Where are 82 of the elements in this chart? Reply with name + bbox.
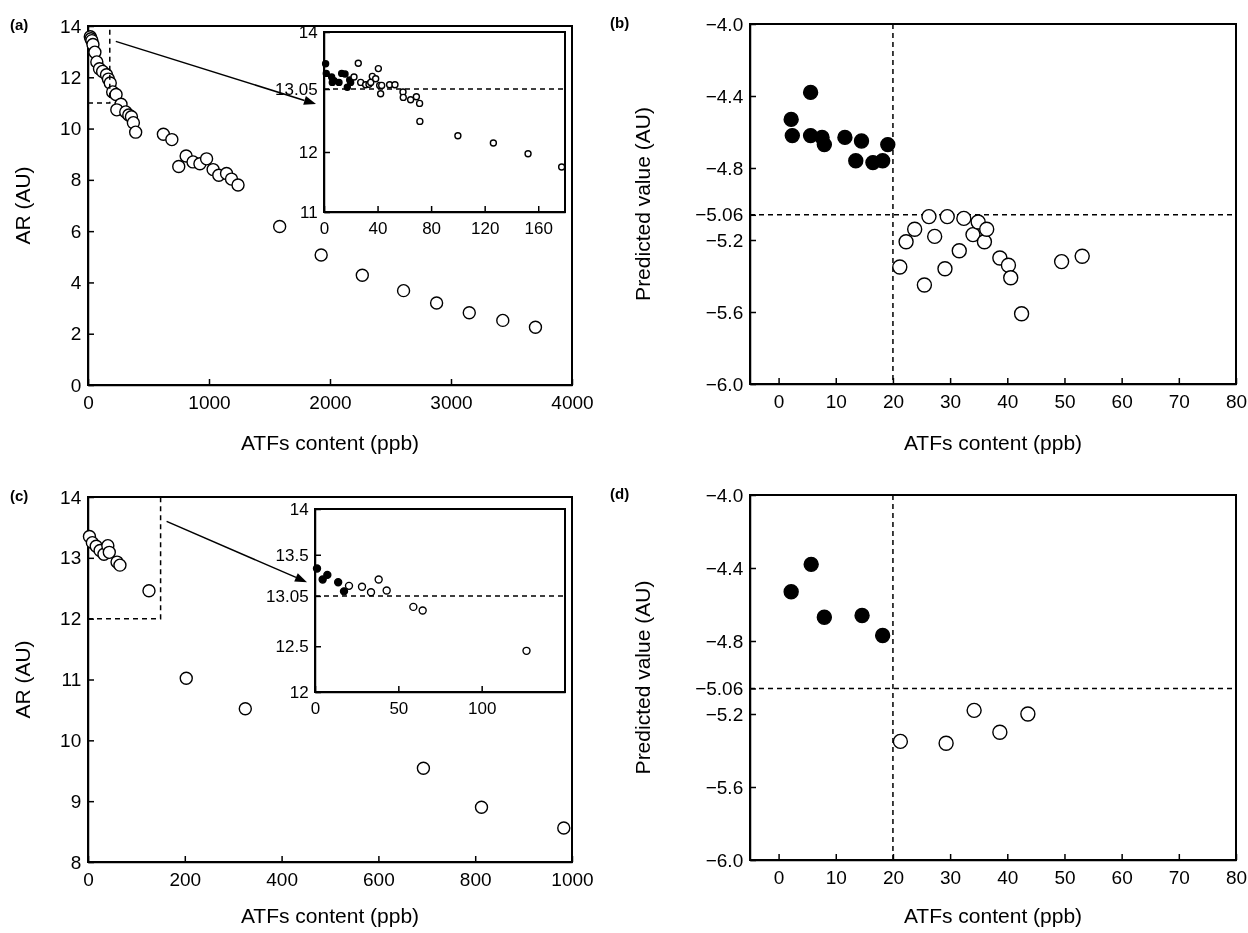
x-axis-title: ATFs content (ppb): [903, 904, 1083, 927]
x-tick-label: 0: [773, 866, 785, 888]
x-tick-label: 50: [1054, 390, 1076, 412]
y-axis-title: Predicted value (AU): [631, 580, 654, 775]
x-tick-label: 800: [459, 868, 492, 890]
y-tick-label: −5.6: [705, 776, 744, 798]
y-tick-label: 0: [70, 374, 82, 396]
x-tick-label: 40: [997, 390, 1019, 412]
y-tick-label: 13.5: [275, 545, 309, 565]
y-tick-label: 13.05: [266, 586, 309, 606]
text: (d): [610, 485, 630, 502]
x-tick-label: 100: [467, 698, 497, 718]
y-tick-label: −4.4: [705, 557, 744, 579]
x-tick-label: 30: [940, 866, 962, 888]
y-tick-label: 12: [289, 682, 309, 702]
y-tick-label: 12.5: [275, 637, 309, 657]
x-tick-label: 80: [1225, 390, 1248, 412]
y-tick-label: −6.0: [705, 849, 744, 871]
y-tick-label: 10: [60, 729, 82, 751]
x-tick-label: 1000: [551, 868, 594, 890]
x-tick-label: 10: [825, 866, 847, 888]
x-tick-label: 20: [882, 390, 905, 412]
x-tick-label: 20: [882, 866, 905, 888]
y-axis-title: AR (AU): [11, 640, 34, 719]
x-tick-label: 30: [940, 390, 962, 412]
y-tick-label: 2: [70, 323, 82, 345]
y-tick-label: −5.2: [705, 703, 744, 725]
x-tick-label: 40: [997, 866, 1019, 888]
y-tick-label: 11: [61, 669, 82, 691]
y-tick-label: −5.2: [705, 229, 744, 251]
y-tick-label: 14: [60, 15, 82, 37]
y-tick-label: −6.0: [705, 373, 744, 395]
chart-title: (a): [10, 16, 29, 33]
y-tick-label: 13: [60, 547, 82, 569]
y-tick-label: 13.05: [275, 79, 318, 99]
chart-title: (c): [10, 487, 29, 504]
x-tick-label: 120: [470, 218, 500, 238]
y-tick-label: 12: [298, 142, 318, 162]
y-tick-label: −5.06: [695, 678, 744, 700]
y-axis-title: AR (AU): [11, 166, 34, 245]
x-tick-label: 600: [363, 868, 395, 890]
x-tick-label: 10: [825, 390, 847, 412]
x-tick-label: 4000: [551, 391, 594, 413]
x-tick-label: 40: [368, 218, 388, 238]
y-tick-label: 8: [70, 169, 82, 191]
x-tick-label: 60: [1111, 866, 1133, 888]
x-tick-label: 50: [1054, 866, 1076, 888]
y-tick-label: 12: [60, 66, 82, 88]
y-tick-label: 8: [70, 851, 82, 873]
y-tick-label: −4.8: [705, 157, 744, 179]
x-tick-label: 3000: [430, 391, 473, 413]
y-tick-label: −4.0: [705, 484, 744, 506]
x-tick-label: 50: [389, 698, 409, 718]
x-tick-label: 2000: [309, 391, 352, 413]
y-tick-label: −4.0: [705, 13, 744, 35]
text: (b): [610, 14, 630, 31]
y-tick-label: 11: [299, 202, 318, 222]
y-tick-label: 14: [289, 499, 309, 519]
x-tick-label: 70: [1168, 866, 1190, 888]
x-tick-label: 0: [773, 390, 785, 412]
x-tick-label: 160: [524, 218, 553, 238]
x-tick-label: 70: [1168, 390, 1190, 412]
x-tick-label: 200: [169, 868, 202, 890]
y-tick-label: 10: [60, 118, 82, 140]
y-tick-label: 9: [70, 790, 82, 812]
x-axis-title: ATFs content (ppb): [240, 904, 420, 927]
x-tick-label: 400: [266, 868, 298, 890]
y-tick-label: −4.8: [705, 630, 744, 652]
x-axis-title: ATFs content (ppb): [903, 431, 1083, 454]
y-tick-label: 14: [60, 486, 82, 508]
y-axis-title: Predicted value (AU): [631, 107, 654, 301]
x-axis-title: ATFs content (ppb): [240, 431, 420, 454]
x-tick-label: 1000: [188, 391, 231, 413]
y-tick-label: 12: [60, 608, 82, 630]
x-tick-label: 80: [1225, 866, 1248, 888]
y-tick-label: 6: [70, 220, 82, 242]
y-tick-label: −4.4: [705, 85, 744, 107]
x-tick-label: 80: [422, 218, 442, 238]
x-tick-label: 60: [1111, 390, 1133, 412]
y-tick-label: 4: [70, 272, 82, 294]
y-tick-label: −5.6: [705, 301, 744, 323]
y-tick-label: −5.06: [695, 204, 744, 226]
